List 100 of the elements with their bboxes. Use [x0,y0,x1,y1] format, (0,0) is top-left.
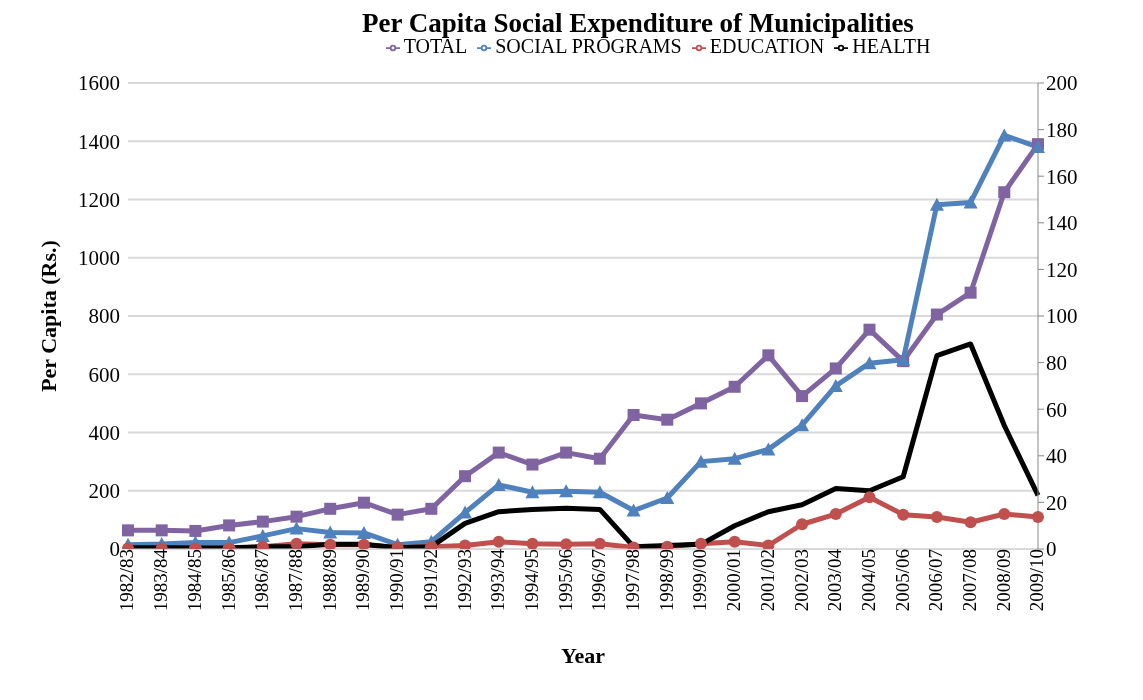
y2-tick-label: 100 [1046,304,1078,329]
point [459,470,472,483]
point [559,484,574,498]
point [997,128,1012,142]
y2-tick-label: 0 [1046,537,1057,562]
point [727,451,742,465]
x-axis-title: Year [561,643,606,668]
y-tick-label: 400 [88,420,120,445]
point [862,356,877,370]
point [762,539,775,549]
x-tick-label: 1988/89 [318,549,340,612]
point [964,286,977,299]
y2-tick-label: 40 [1046,444,1067,469]
y2-tick-label: 60 [1046,397,1067,422]
point [593,452,606,465]
point [357,496,370,509]
y2-tick-label: 160 [1046,164,1078,189]
x-tick-label: 2009/10 [1026,549,1048,612]
y-tick-label: 1600 [78,71,120,96]
point [459,539,472,549]
point [728,535,741,548]
point [694,537,707,549]
x-tick-label: 1990/91 [386,549,408,612]
x-tick-label: 1993/94 [487,548,509,612]
point [122,524,134,537]
point [492,446,505,459]
point [796,390,809,403]
point [155,524,168,537]
point [761,442,776,456]
x-tick-label: 1999/00 [689,549,711,612]
point [828,378,843,392]
y-tick-label: 1200 [78,187,120,212]
point [863,323,876,336]
point [256,515,269,528]
x-tick-label: 1998/99 [655,549,677,612]
point [661,413,674,426]
y2-tick-label: 20 [1046,490,1067,515]
point [963,195,978,209]
point [627,409,640,422]
x-tick-label: 2006/07 [925,549,947,612]
point [255,528,270,542]
point [694,397,707,410]
point [796,518,809,531]
point [626,503,641,517]
y-tick-label: 200 [88,479,120,504]
y-axis-title: Per Capita (Rs.) [35,240,61,392]
point [492,535,505,548]
y-tick-label: 800 [88,304,120,329]
x-tick-label: 1995/96 [554,549,576,612]
point [897,508,910,521]
point [526,537,539,549]
point [290,510,303,523]
point [458,505,473,519]
x-tick-label: 1987/88 [285,549,307,612]
x-tick-label: 2008/09 [992,549,1014,612]
point [929,197,944,211]
x-tick-label: 1989/90 [352,549,374,612]
point [829,508,842,521]
point [223,519,236,532]
x-tick-label: 1997/98 [622,549,644,612]
point [189,524,202,537]
point [795,418,810,432]
x-tick-label: 2002/03 [790,549,812,612]
point [357,538,370,549]
point [391,508,404,521]
y2-tick-label: 80 [1046,351,1067,376]
point [324,502,337,515]
point [356,525,371,539]
point [593,537,606,549]
y2-tick-label: 140 [1046,211,1078,236]
y2-tick-label: 200 [1046,71,1078,96]
point [425,502,438,515]
point [592,485,607,499]
point [998,508,1011,521]
point [930,308,943,321]
x-tick-label: 2005/06 [891,549,913,612]
x-tick-label: 1986/87 [251,549,273,612]
x-tick-label: 1994/95 [520,549,542,612]
y2-tick-label: 180 [1046,118,1078,143]
point [660,491,675,505]
x-tick-label: 1996/97 [588,549,610,612]
point [323,525,338,539]
point [290,537,303,549]
x-tick-label: 1984/85 [183,549,205,612]
point [560,446,573,459]
point [1032,510,1044,523]
point [289,521,304,535]
x-tick-label: 1985/86 [217,549,239,612]
point [525,485,540,499]
y2-tick-label: 120 [1046,257,1078,282]
y-tick-label: 1400 [78,129,120,154]
x-tick-label: 2007/08 [959,549,981,612]
point [324,538,337,549]
point [930,510,943,523]
x-tick-label: 1991/92 [419,549,441,612]
point [728,380,741,393]
point [762,349,775,362]
x-tick-label: 2001/02 [756,549,778,612]
point [998,186,1011,199]
x-tick-label: 1983/84 [150,548,172,612]
